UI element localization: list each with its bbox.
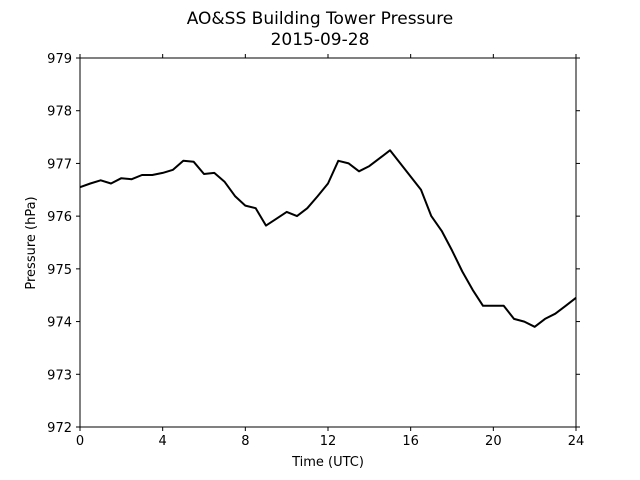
x-tick-label-4: 4 [159,434,167,449]
y-tick-label-972: 972 [47,421,72,436]
x-tick-label-0: 0 [76,434,84,449]
y-tick-label-979: 979 [47,52,72,67]
y-tick-label-976: 976 [47,210,72,225]
x-tick-label-20: 20 [485,434,502,449]
x-tick-label-12: 12 [320,434,337,449]
chart-subtitle: 2015-09-28 [271,30,370,50]
x-tick-label-16: 16 [402,434,419,449]
y-axis-label: Pressure (hPa) [24,196,39,289]
y-tick-label-974: 974 [47,316,72,331]
series-line-0 [79,149,577,328]
chart-title: AO&SS Building Tower Pressure [187,9,454,29]
y-tick-label-973: 973 [47,368,72,383]
plot-frame [79,57,577,428]
x-tick-label-24: 24 [568,434,585,449]
x-axis-label: Time (UTC) [291,455,364,470]
y-tick-label-977: 977 [47,157,72,172]
plot-area: 0 4 8 12 16 20 24 972 973 974 975 976 977 978 979 [47,52,584,449]
y-tick-label-978: 978 [47,105,72,120]
x-tick-label-8: 8 [241,434,249,449]
y-tick-label-975: 975 [47,263,72,278]
